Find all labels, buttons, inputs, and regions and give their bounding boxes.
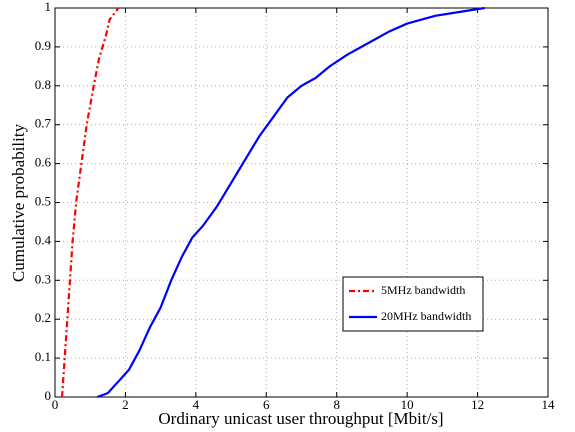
y-tick-label: 0.5 bbox=[35, 193, 51, 208]
x-tick-label: 6 bbox=[263, 397, 270, 412]
legend-box bbox=[342, 276, 484, 332]
legend-label: 20MHz bandwidth bbox=[381, 309, 471, 323]
legend-label: 5MHz bandwidth bbox=[381, 283, 465, 297]
y-tick-label: 0.2 bbox=[35, 310, 51, 325]
y-tick-label: 0.7 bbox=[35, 116, 52, 131]
y-axis-label: Cumulative probability bbox=[9, 123, 28, 282]
x-axis-label: Ordinary unicast user throughput [Mbit/s… bbox=[158, 409, 443, 428]
series-line bbox=[60, 7, 120, 398]
y-tick-label: 0 bbox=[45, 388, 52, 403]
series-line bbox=[96, 6, 485, 399]
x-tick-label: 8 bbox=[333, 397, 340, 412]
x-tick-label: 12 bbox=[471, 397, 484, 412]
x-tick-label: 0 bbox=[52, 397, 59, 412]
x-tick-label: 14 bbox=[542, 397, 556, 412]
y-tick-label: 0.3 bbox=[35, 271, 51, 286]
plot-area bbox=[55, 8, 548, 397]
axes-box bbox=[54, 7, 549, 398]
x-tick-label: 4 bbox=[193, 397, 200, 412]
x-tick-label: 2 bbox=[122, 397, 129, 412]
x-tick-label: 10 bbox=[401, 397, 414, 412]
y-tick-label: 0.1 bbox=[35, 349, 51, 364]
y-tick-label: 0.6 bbox=[35, 155, 52, 170]
y-tick-label: 0.8 bbox=[35, 77, 51, 92]
y-tick-label: 0.4 bbox=[35, 232, 52, 247]
y-tick-label: 0.9 bbox=[35, 38, 51, 53]
y-tick-label: 1 bbox=[45, 0, 52, 14]
